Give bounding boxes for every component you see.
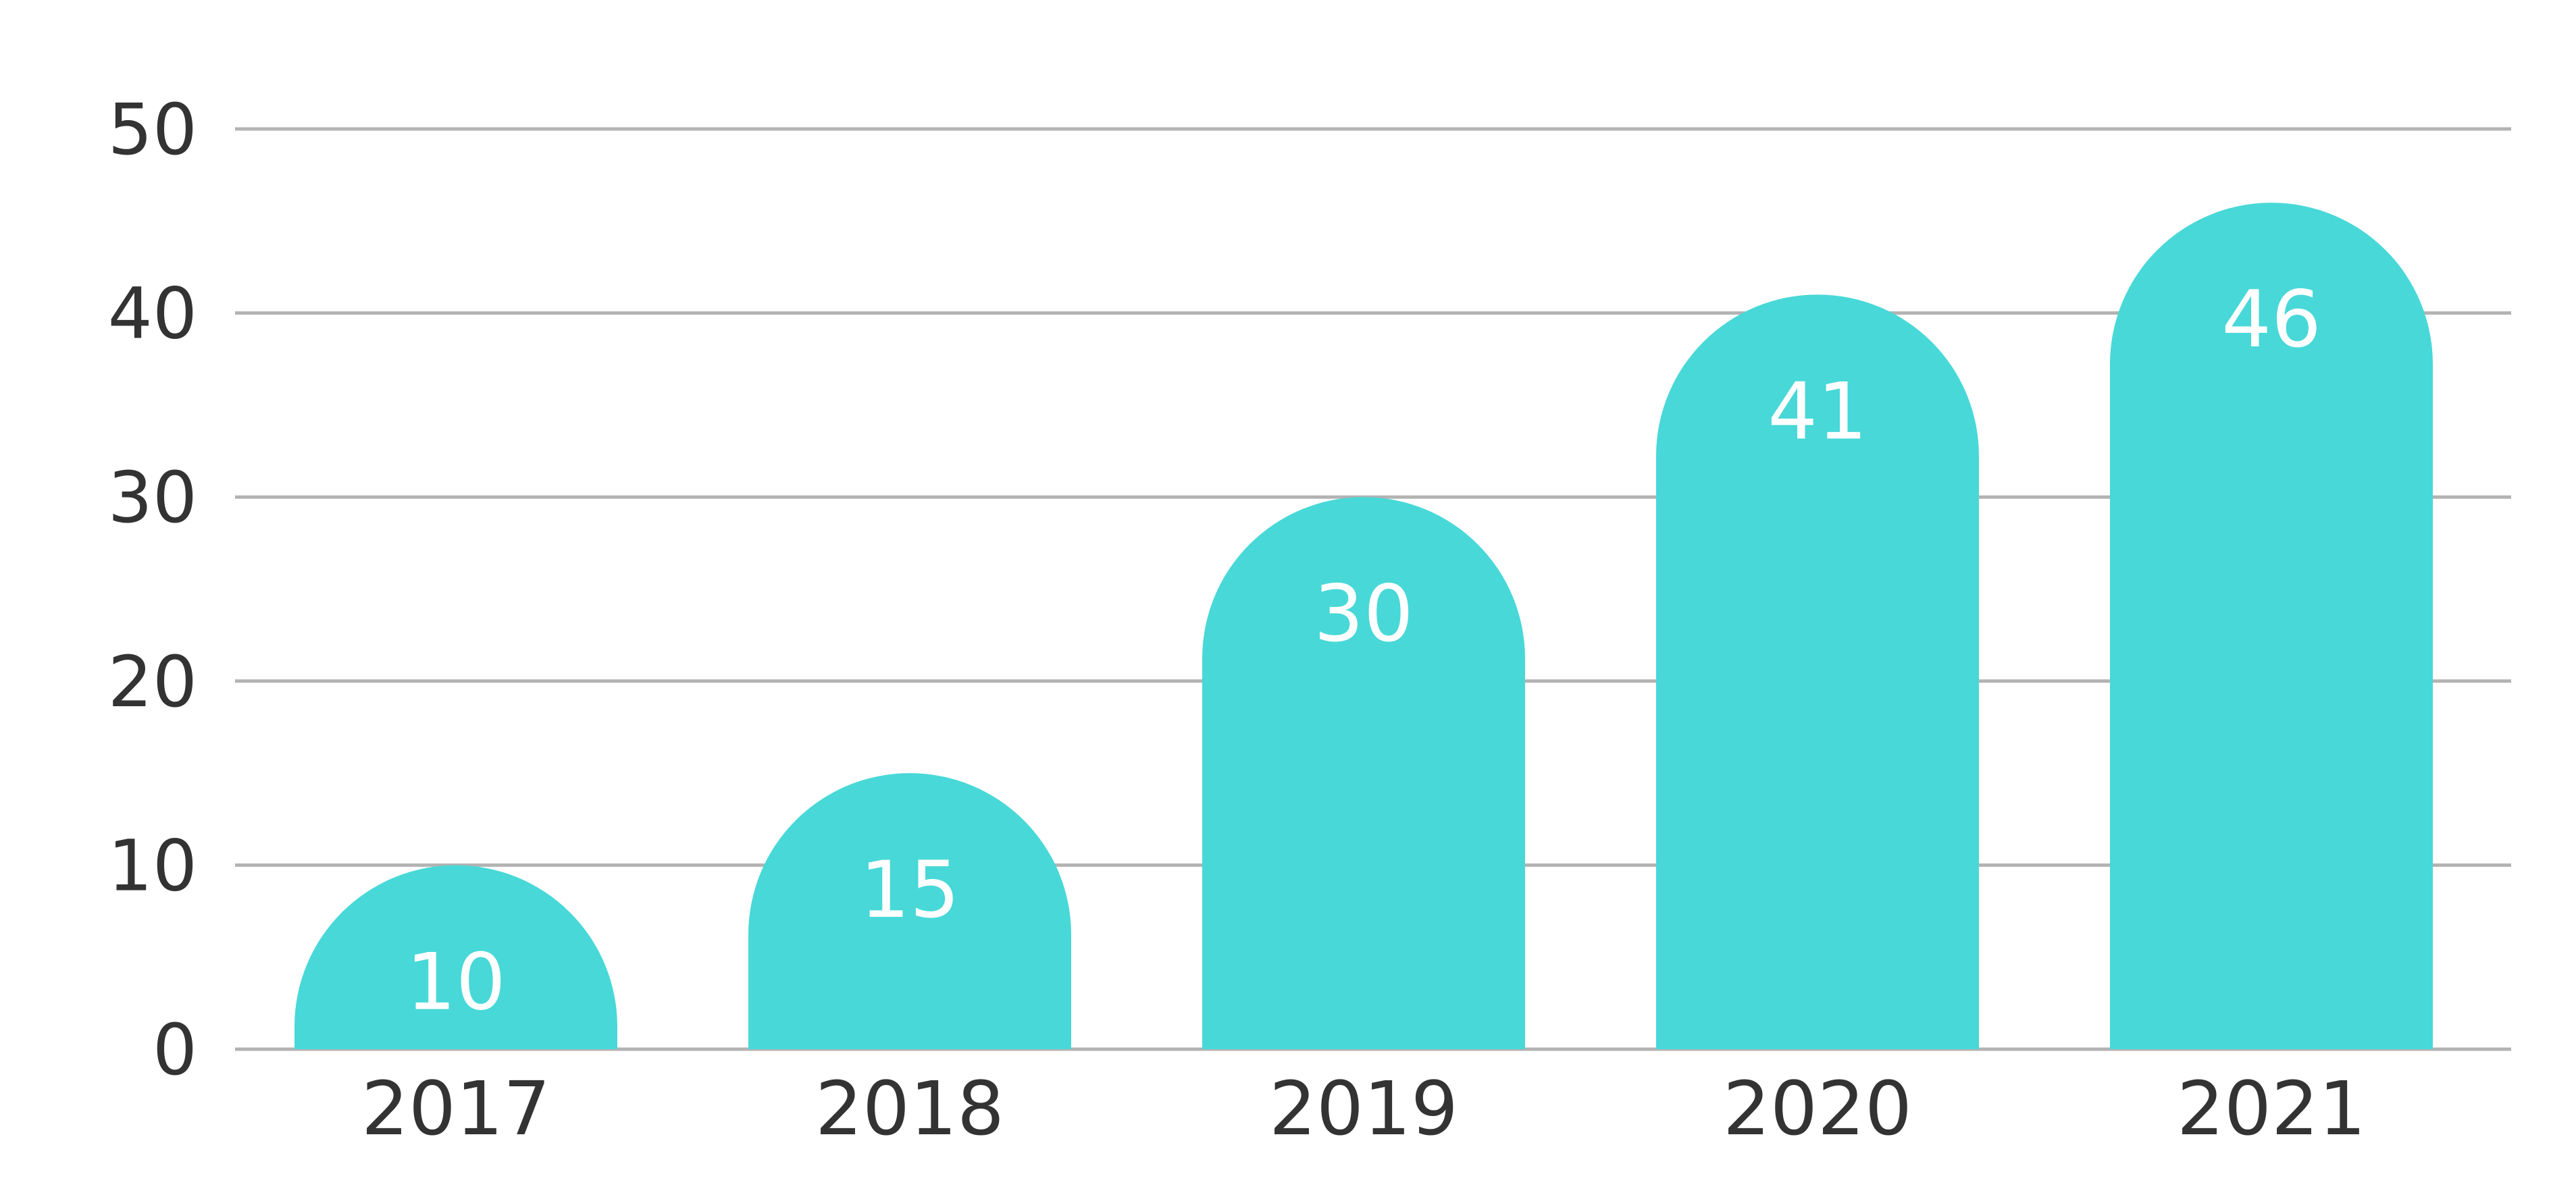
data-label-2019: 30 [1314, 568, 1414, 660]
data-label-2017: 10 [406, 936, 506, 1028]
data-label-2020: 41 [1768, 366, 1867, 457]
y-axis-ticks: 0 10 20 30 40 50 [108, 88, 197, 1091]
data-label-2021: 46 [2221, 274, 2321, 365]
bar-2021 [2110, 203, 2433, 1050]
y-tick-label-30: 30 [108, 456, 197, 539]
bar-2020 [1656, 294, 1979, 1049]
x-tick-label-2020: 2020 [1723, 1065, 1912, 1152]
bar-2017 [294, 865, 617, 1049]
x-tick-label-2017: 2017 [361, 1065, 550, 1152]
x-axis-ticks: 2017 2018 2019 2020 2021 [361, 1065, 2366, 1152]
bar-2019 [1202, 497, 1525, 1049]
data-labels: 10 15 30 41 46 [406, 274, 2321, 1028]
bar-2018 [748, 773, 1071, 1049]
bars [294, 203, 2433, 1050]
y-tick-label-50: 50 [108, 88, 197, 171]
x-tick-label-2019: 2019 [1269, 1065, 1458, 1152]
y-tick-label-10: 10 [108, 824, 197, 907]
y-tick-label-0: 0 [153, 1009, 197, 1091]
data-label-2018: 15 [860, 845, 960, 936]
y-tick-label-20: 20 [108, 641, 197, 723]
x-tick-label-2021: 2021 [2177, 1065, 2366, 1152]
y-tick-label-40: 40 [108, 273, 197, 355]
x-tick-label-2018: 2018 [815, 1065, 1004, 1152]
